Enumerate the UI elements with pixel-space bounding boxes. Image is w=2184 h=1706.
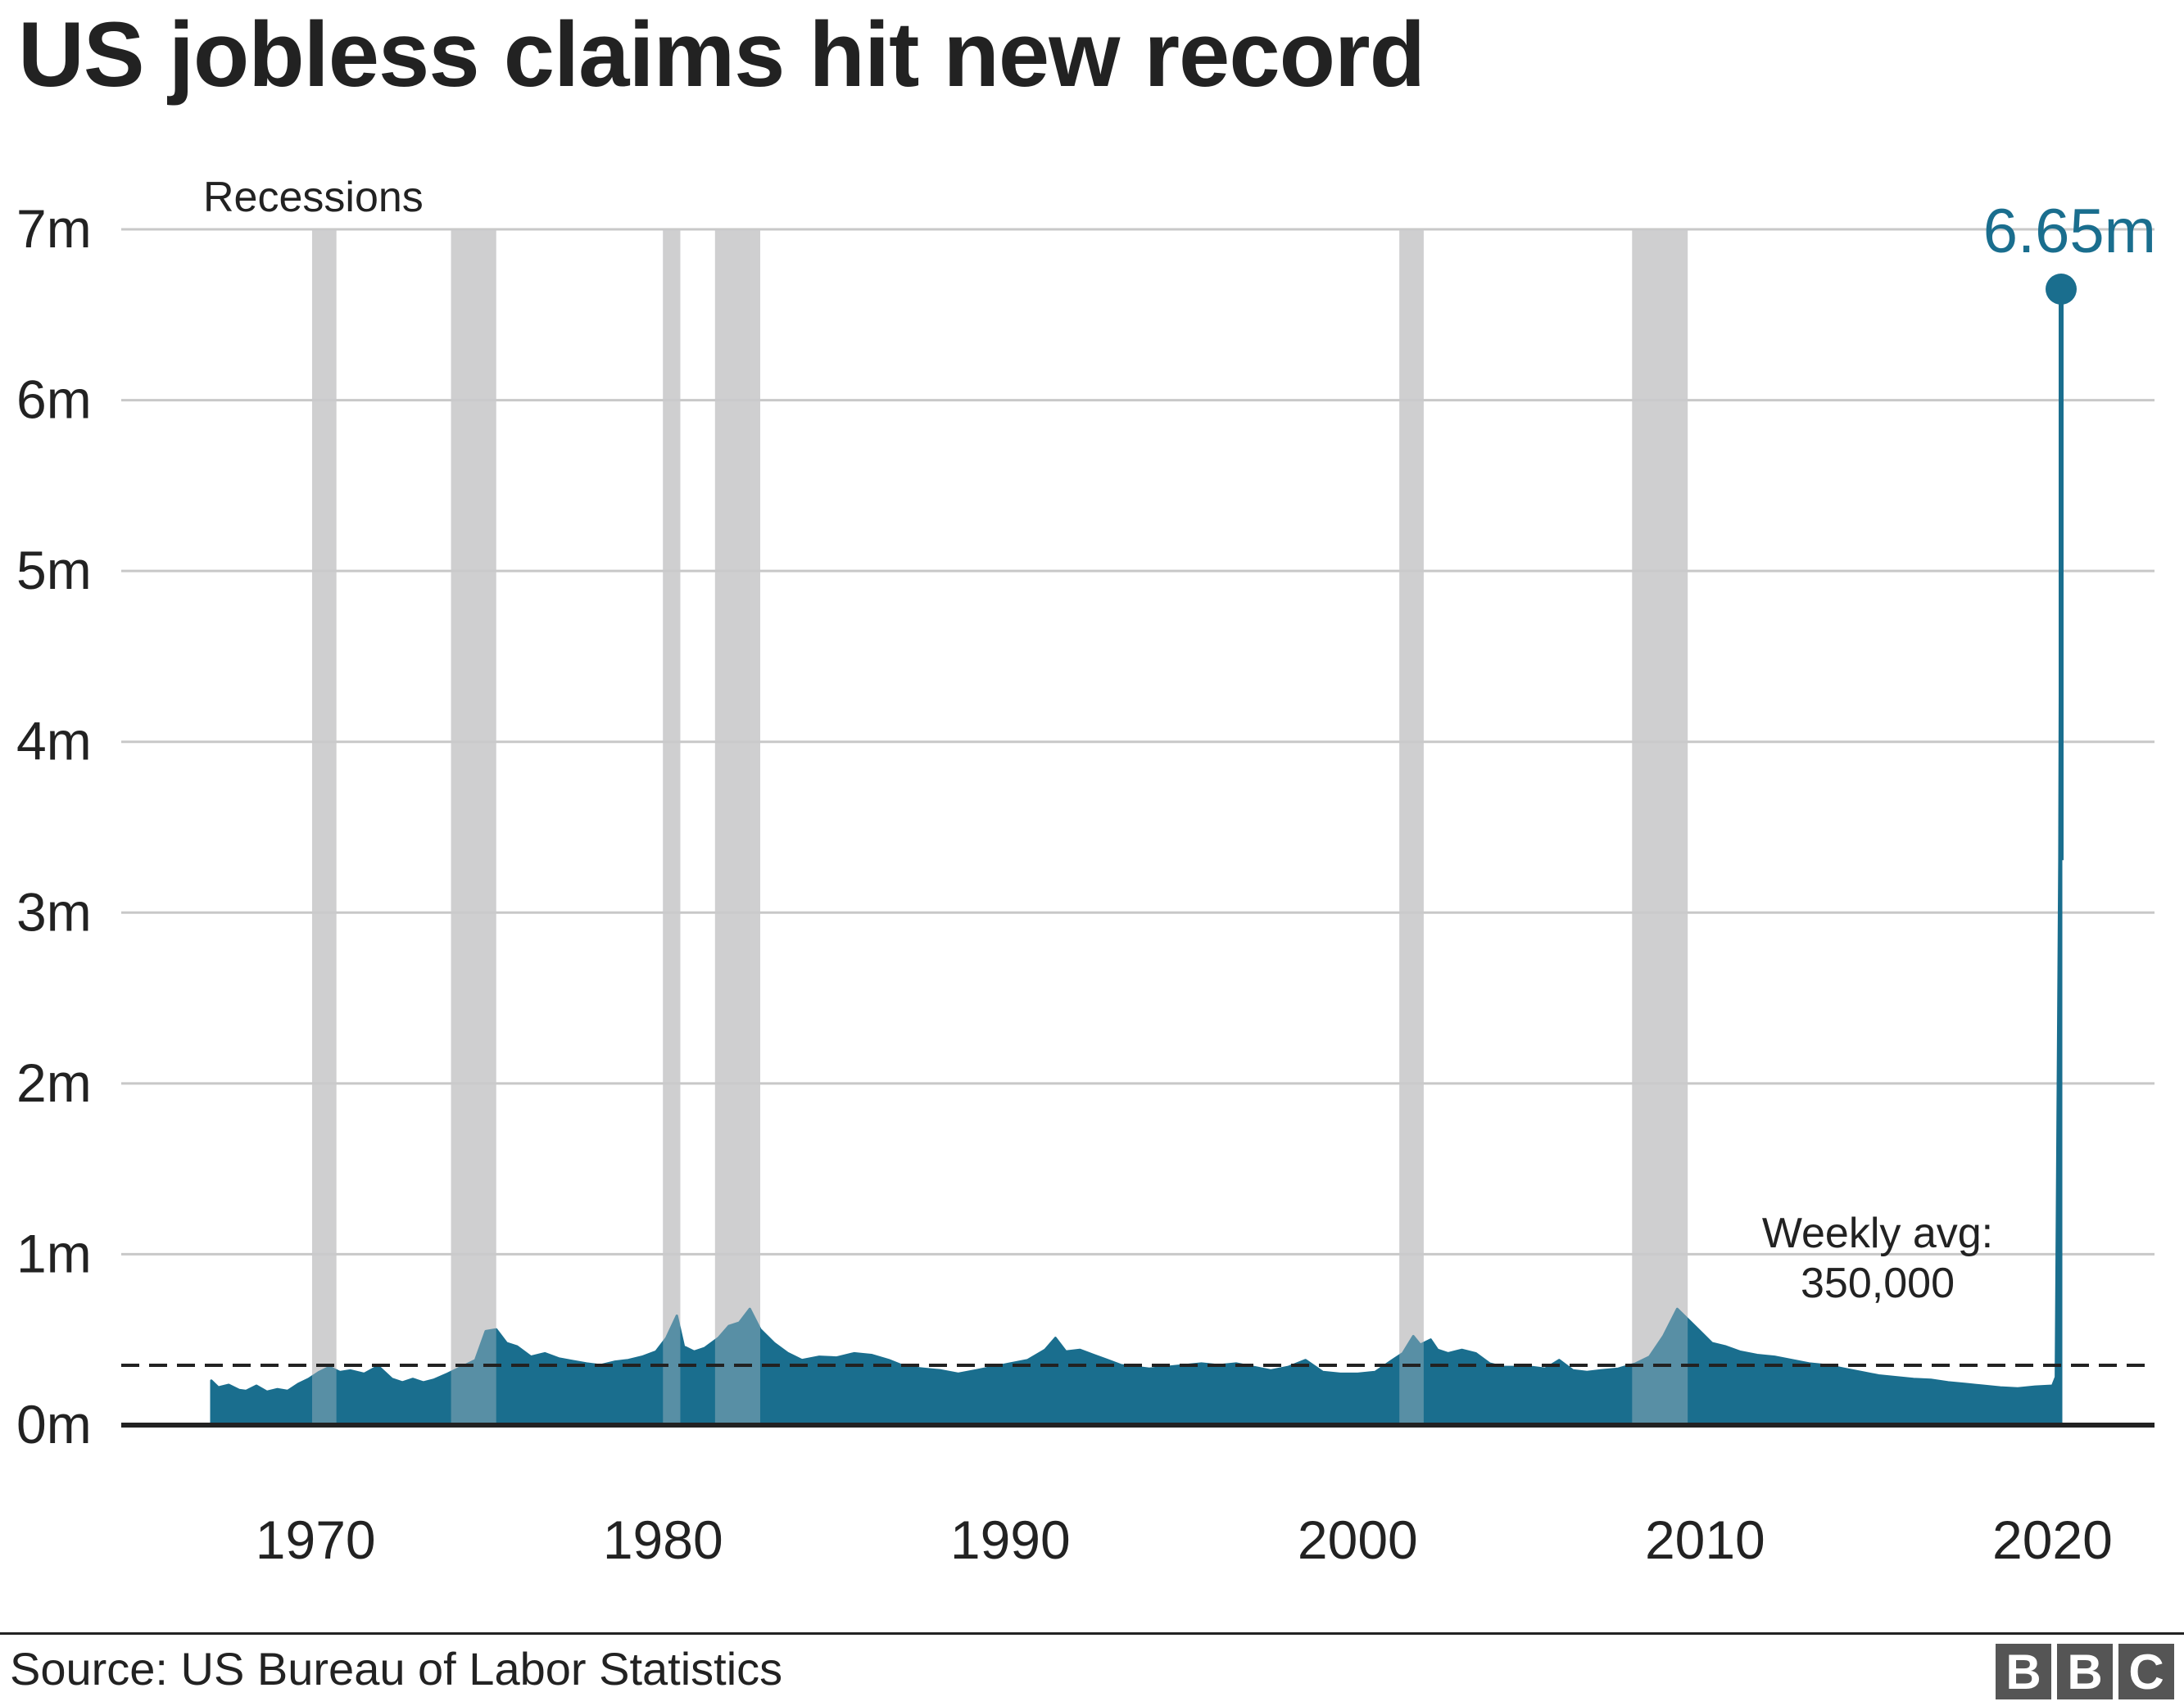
recession-band [714,229,760,1425]
logo-letter: B [2057,1644,2113,1699]
gridlines [121,228,2155,1256]
recession-band-overlay [1632,229,1688,1425]
x-tick-label: 2020 [1992,1509,2113,1570]
recession-band [663,229,681,1425]
recession-band-overlay [1399,229,1424,1425]
weekly-average-label-line2: 350,000 [1801,1260,1955,1307]
recession-band [1399,229,1424,1425]
x-tick-label: 1970 [256,1509,376,1570]
logo-letter: B [1996,1644,2051,1699]
recession-band [1632,229,1688,1425]
bbc-logo: B B C [1996,1644,2174,1699]
recession-bands [311,229,1688,1425]
x-tick-label: 1990 [950,1509,1071,1570]
recession-band [311,229,337,1425]
recessions-label: Recessions [203,174,424,221]
y-tick-label: 5m [16,540,92,600]
chart-overlay [121,229,2155,1428]
recession-band [451,229,496,1425]
recession-band-overlay [451,229,496,1425]
weekly-average-label-line1: Weekly avg: [1762,1210,1993,1257]
peak-marker [2046,274,2077,305]
y-tick-label: 2m [16,1052,92,1113]
y-tick-label: 1m [16,1223,92,1283]
x-tick-label: 2010 [1645,1509,1765,1570]
x-axis-labels: 1970 1980 1990 2000 2010 2020 [256,1509,2113,1570]
x-tick-label: 2000 [1298,1509,1418,1570]
footer-divider [0,1632,2184,1635]
source-note: Source: US Bureau of Labor Statistics [10,1643,783,1695]
y-tick-label: 3m [16,881,92,942]
peak-value-label: 6.65m [1983,197,2156,266]
claims-area [210,287,2063,1427]
x-tick-label: 1980 [603,1509,723,1570]
y-axis-labels: 0m 1m 2m 3m 4m 5m 6m 7m [16,198,92,1455]
chart-annotations: Recessions Weekly avg: 350,000 6.65m [203,174,2156,1307]
y-tick-label: 0m [16,1394,92,1455]
logo-letter: C [2118,1644,2174,1699]
chart-title: US jobless claims hit new record [18,3,1425,106]
recession-band-overlay [311,229,337,1425]
recession-band-overlay [714,229,760,1425]
y-tick-label: 4m [16,711,92,772]
y-tick-label: 7m [16,198,92,259]
y-tick-label: 6m [16,369,92,430]
recession-band-overlay [663,229,681,1425]
claims-area-series [210,287,2063,1427]
